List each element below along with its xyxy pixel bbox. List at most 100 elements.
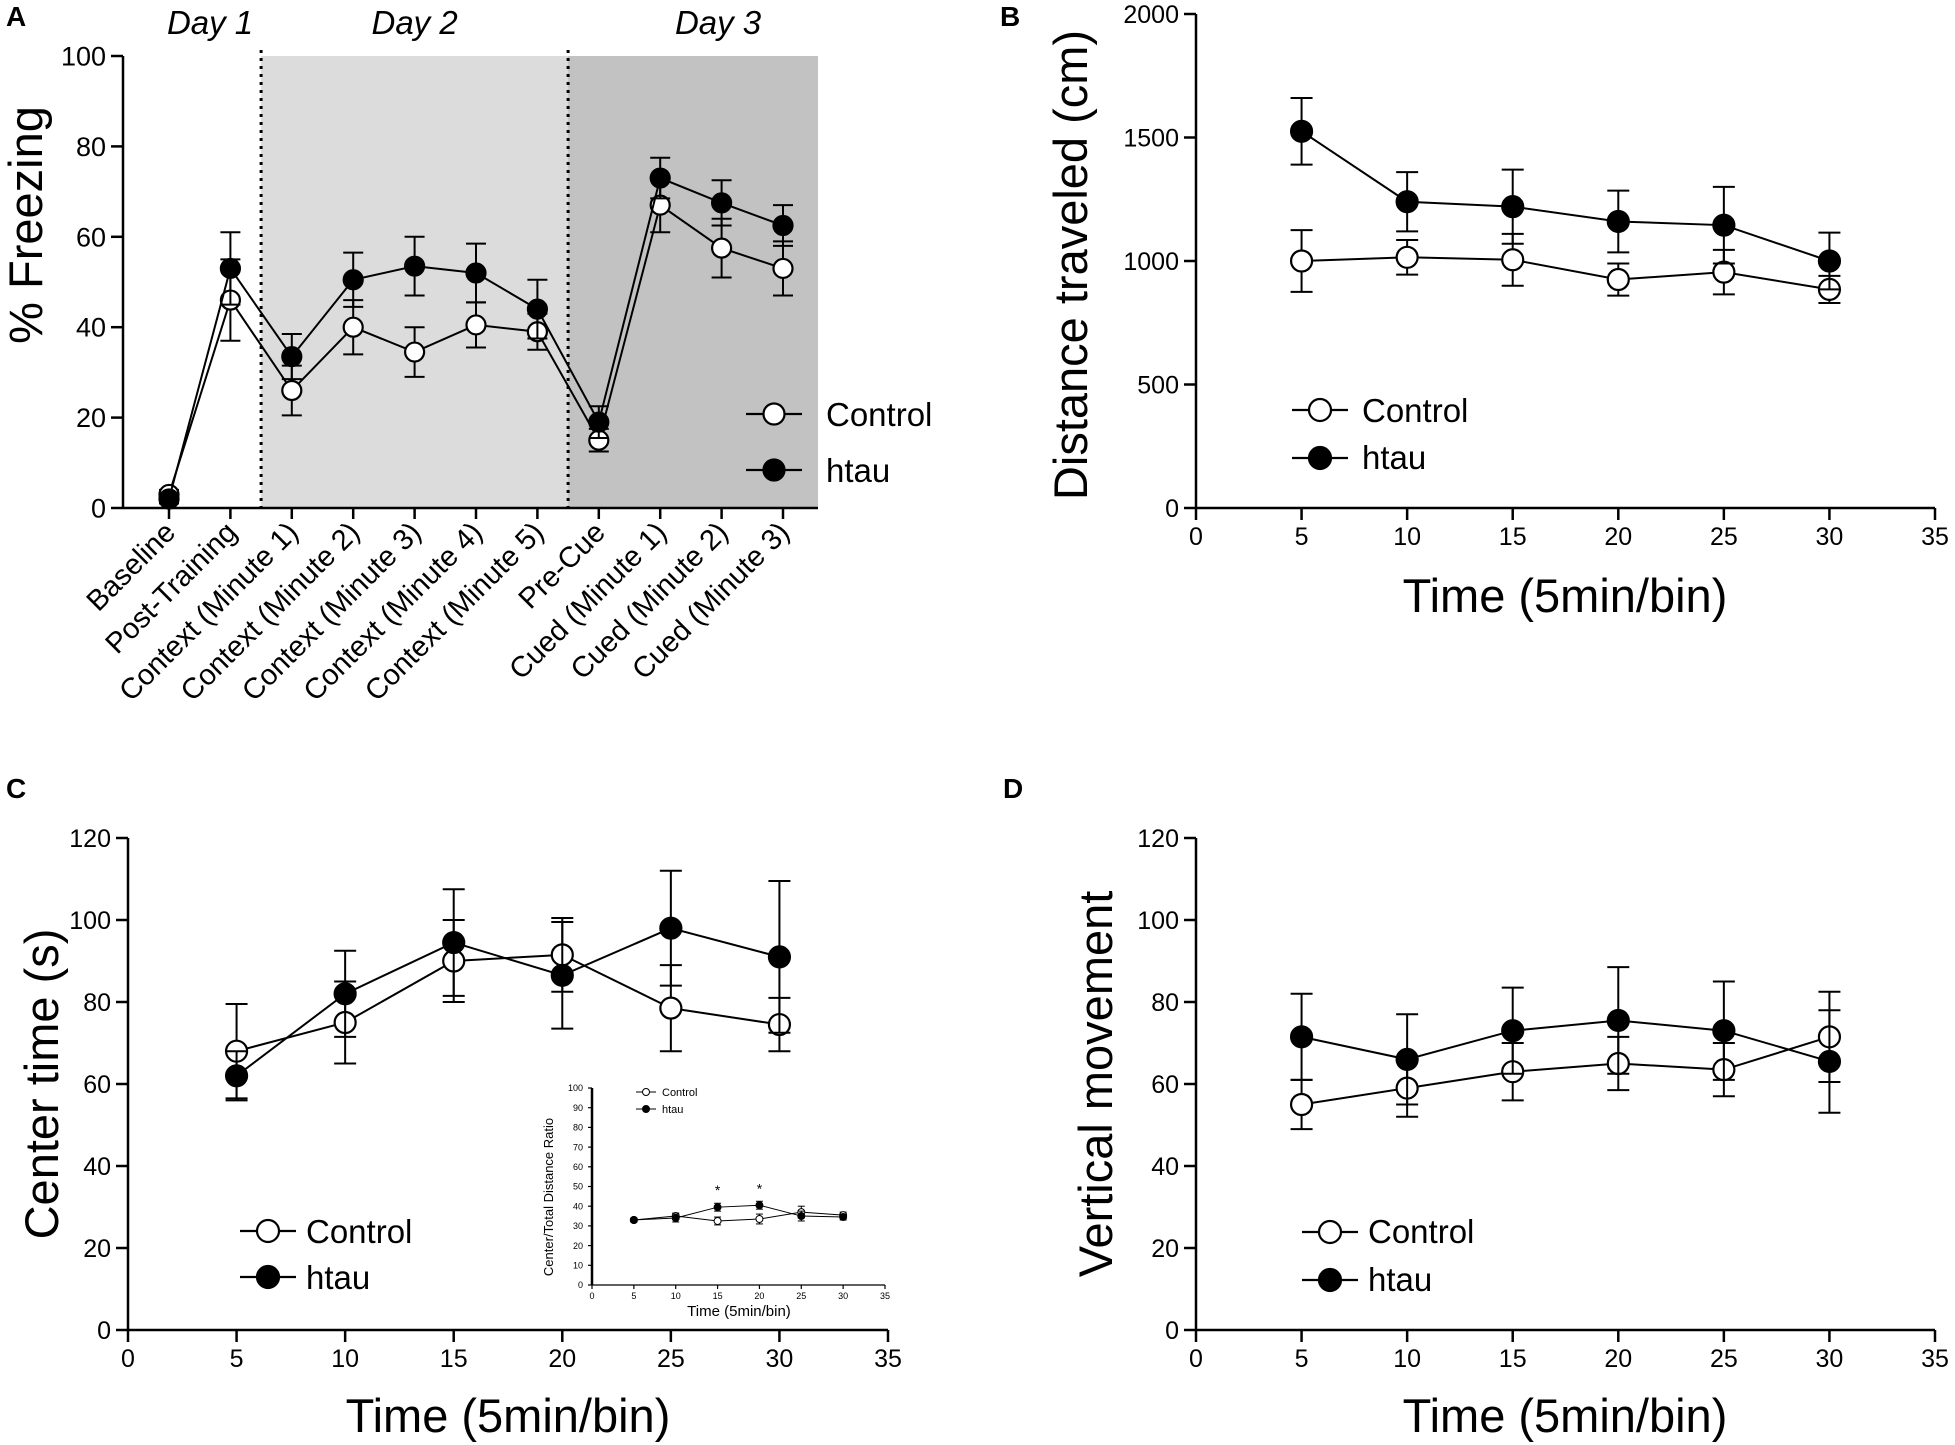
htau-marker-1	[158, 488, 180, 510]
inset-significance-asterisk: *	[757, 1180, 763, 1196]
panel-a: A Day 1 Day 2 Day 3 % Freezing 0 20 40 60 80…	[0, 1, 932, 708]
control-marker-4	[1606, 267, 1630, 292]
y-tick-label: 500	[1137, 371, 1179, 399]
y-tick-label: 20	[83, 1235, 111, 1263]
y-tick-label: 80	[83, 989, 111, 1017]
panel-c: C Center time (s) Time (5min/bin) 0 20 40 6…	[6, 773, 902, 1442]
legend-htau-marker	[255, 1264, 281, 1290]
inset-y-tick-label: 80	[573, 1123, 583, 1133]
legend-htau-label: htau	[1368, 1261, 1432, 1298]
x-tick-label: 35	[1921, 523, 1949, 551]
x-tick-label: 15	[1499, 1345, 1527, 1373]
inset-legend: Control htau	[636, 1087, 697, 1116]
y-tick-label: 40	[1151, 1153, 1179, 1181]
inset-legend-control-label: Control	[662, 1087, 697, 1099]
inset-x-tick-label: 15	[713, 1291, 723, 1301]
axes: 0 500 1000 1500 2000 0 5 10 15 20 25 30 35	[1123, 1, 1949, 551]
htau-marker-9	[649, 167, 671, 189]
inset-x-tick-label: 35	[880, 1291, 890, 1301]
panel-d-label: D	[1003, 773, 1023, 804]
htau-marker-4	[550, 963, 574, 987]
htau-marker-5	[404, 255, 426, 277]
x-axis-title: Time (5min/bin)	[1403, 1389, 1728, 1442]
y-tick-label: 100	[61, 41, 106, 71]
x-tick-label: 15	[440, 1345, 468, 1373]
inset-data-marks: * *	[629, 1180, 848, 1226]
y-tick-label: 100	[1137, 907, 1179, 935]
control-marker-6	[465, 314, 487, 336]
inset-y-tick-label: 100	[568, 1083, 583, 1093]
htau-series-line	[1301, 130, 1830, 262]
htau-marker-3	[713, 1203, 722, 1212]
day3-shading	[568, 56, 818, 508]
y-axis-title: Center time (s)	[15, 929, 68, 1240]
panel-b: B Distance traveled (cm) Time (5min/bin)…	[1000, 1, 1949, 622]
legend: Control htau	[240, 1213, 412, 1296]
inset-y-tick-label: 0	[578, 1280, 583, 1290]
legend: Control htau	[746, 396, 932, 489]
htau-marker-11	[772, 214, 794, 237]
x-tick-label: 30	[1816, 1345, 1844, 1373]
htau-marker-1	[629, 1215, 638, 1224]
htau-marker-2	[1395, 190, 1419, 214]
y-tick-label: 80	[76, 132, 106, 162]
inset-x-tick-label: 25	[796, 1291, 806, 1301]
x-tick-label: 35	[1921, 1345, 1949, 1373]
htau-marker-2	[671, 1214, 680, 1223]
htau-marker-6	[465, 262, 487, 284]
y-tick-label: 1000	[1123, 248, 1179, 276]
data-marks	[158, 156, 794, 510]
y-axis-title: % Freezing	[0, 106, 52, 344]
inset-y-tick-label: 90	[573, 1103, 583, 1113]
x-tick-label: 25	[657, 1345, 685, 1373]
x-tick-label: 20	[1604, 523, 1632, 551]
control-marker-3	[281, 379, 303, 402]
inset-y-tick-label: 60	[573, 1162, 583, 1172]
data-marks	[224, 869, 792, 1102]
day-2-label: Day 2	[371, 4, 457, 41]
legend-control-marker	[762, 402, 786, 426]
legend: Control htau	[1292, 392, 1468, 476]
htau-marker-6	[1817, 1049, 1842, 1074]
legend-htau-label: htau	[826, 452, 890, 489]
y-axis-title: Vertical movement	[1069, 891, 1122, 1278]
day-1-label: Day 1	[167, 4, 253, 41]
htau-marker-5	[659, 916, 683, 940]
day-3-label: Day 3	[675, 4, 762, 41]
x-tick-label: 25	[1710, 523, 1738, 551]
legend-control-marker	[1317, 1219, 1343, 1245]
control-marker-5	[659, 996, 683, 1020]
legend-control-marker	[1307, 397, 1333, 423]
x-tick-label: 10	[331, 1345, 359, 1373]
y-tick-label: 120	[1137, 825, 1179, 853]
control-series-line	[236, 953, 780, 1053]
y-tick-label: 100	[69, 907, 111, 935]
legend: Control htau	[1302, 1213, 1474, 1298]
y-tick-label: 80	[1151, 989, 1179, 1017]
y-axis-title: Distance traveled (cm)	[1044, 30, 1097, 500]
y-tick-label: 2000	[1123, 1, 1179, 29]
inset-x-axis-title: Time (5min/bin)	[687, 1303, 791, 1320]
legend-htau-marker	[1307, 445, 1333, 471]
x-tick-label: 5	[1295, 523, 1309, 551]
inset-x-tick-label: 20	[754, 1291, 764, 1301]
inset-y-tick-label: 70	[573, 1142, 583, 1152]
inset-x-tick-label: 30	[838, 1291, 848, 1301]
legend-htau-marker	[1317, 1267, 1343, 1293]
y-tick-label: 60	[83, 1071, 111, 1099]
x-tick-label: 35	[874, 1345, 902, 1373]
htau-marker-5	[797, 1212, 806, 1221]
inset-legend-htau-label: htau	[662, 1104, 683, 1116]
panel-a-label: A	[6, 1, 26, 32]
htau-marker-7	[526, 298, 549, 320]
x-tick-label: 5	[230, 1345, 244, 1373]
panel-c-label: C	[6, 773, 26, 804]
legend-htau-label: htau	[1362, 439, 1426, 476]
control-marker-5	[1712, 260, 1736, 284]
legend-control-label: Control	[1368, 1213, 1474, 1250]
control-marker-2	[1395, 245, 1419, 269]
y-tick-label: 60	[76, 222, 106, 252]
